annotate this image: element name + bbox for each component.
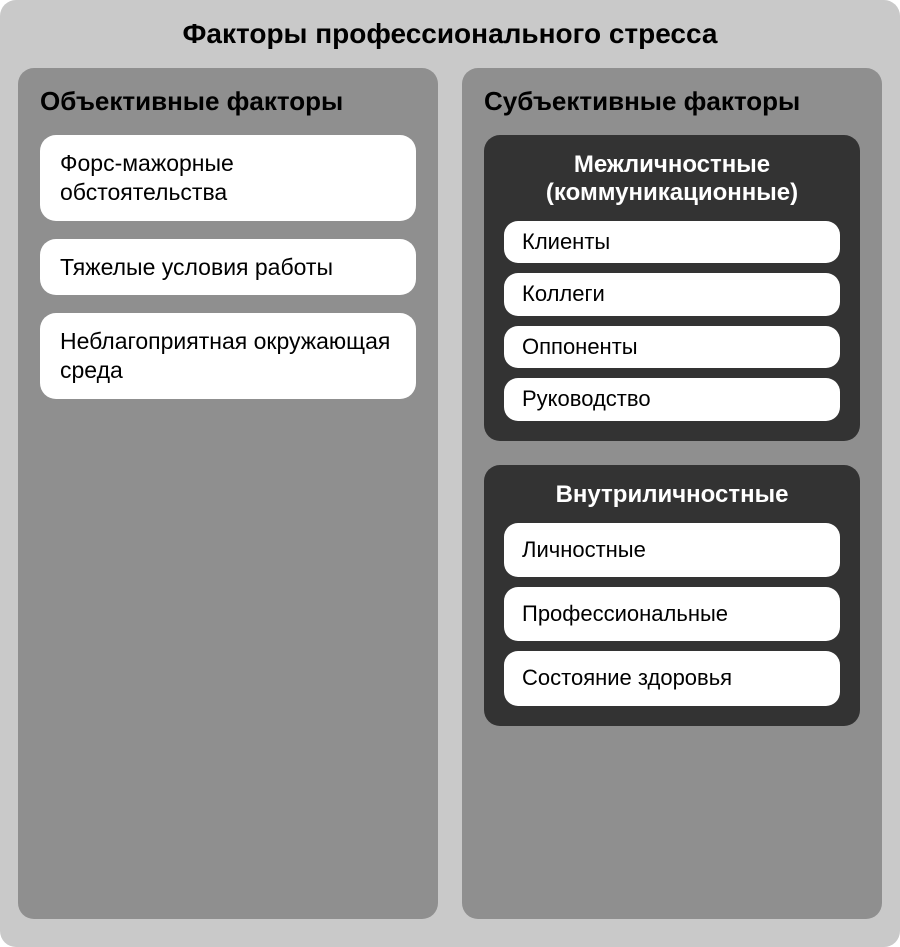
sub-item: Состояние здоровья [504, 651, 840, 705]
right-column: Субъективные факторы Межличностные (комм… [462, 68, 882, 919]
sub-item: Коллеги [504, 273, 840, 315]
sub-panel-interpersonal: Межличностные (коммуникационные) Клиенты… [484, 135, 860, 441]
sub-panel-intrapersonal: Внутриличностные Личностные Профес­сиона… [484, 465, 860, 726]
sub-item: Оппоненты [504, 326, 840, 368]
left-item: Неблагоприятная окружающая среда [40, 313, 416, 399]
sub-item: Руководство [504, 378, 840, 420]
left-column: Объективные факторы Форс-мажорные обстоя… [18, 68, 438, 919]
diagram-canvas: Факторы профессионального стресса Объект… [0, 0, 900, 947]
main-title: Факторы профессионального стресса [18, 18, 882, 50]
right-column-title: Субъективные факторы [484, 86, 860, 117]
left-item: Тяжелые условия работы [40, 239, 416, 296]
sub-item: Профес­сиональные [504, 587, 840, 641]
left-column-title: Объективные факторы [40, 86, 416, 117]
sub-item: Клиенты [504, 221, 840, 263]
sub-item: Личностные [504, 523, 840, 577]
sub-panel-title: Внутриличностные [504, 481, 840, 509]
columns-row: Объективные факторы Форс-мажорные обстоя… [18, 68, 882, 919]
left-item: Форс-мажорные обстоятельства [40, 135, 416, 221]
sub-panel-title: Межличностные (коммуникационные) [504, 151, 840, 207]
